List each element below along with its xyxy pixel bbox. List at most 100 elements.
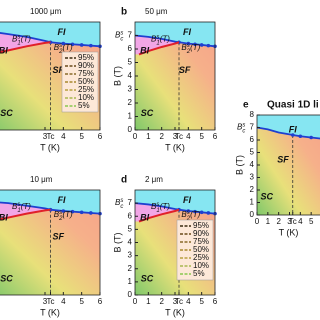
y-tick-label: 0: [250, 210, 255, 219]
region-label: SC: [0, 274, 13, 284]
x-axis-label: T (K): [165, 142, 185, 152]
x-tick-label: 0: [133, 132, 138, 141]
annotation-sub: 2: [186, 48, 191, 54]
region-label: BI: [140, 46, 149, 56]
legend-label: 95%: [78, 53, 94, 62]
fi-region: [135, 190, 215, 214]
x-tick-label: 2: [159, 132, 164, 141]
y-tick-label: 5: [128, 58, 133, 67]
bi-region: [0, 202, 51, 220]
annotation-sup: s: [17, 34, 20, 40]
fi-region: [0, 22, 100, 47]
y-tick-label: 1: [250, 198, 255, 207]
annotation-suffix: (T): [190, 210, 201, 219]
region-label: SC: [260, 191, 273, 201]
boundary-point: [89, 211, 93, 215]
y-tick-label: 6: [250, 135, 255, 144]
annotation-suffix: (T): [160, 34, 171, 43]
y-tick-label: 0: [128, 290, 133, 299]
annotation-sub: 1: [156, 207, 159, 213]
region-label: SF: [52, 232, 64, 242]
legend-label: 90%: [193, 229, 209, 238]
legend-label: 50%: [78, 77, 94, 86]
boundary-line: [0, 41, 51, 54]
x-tick-label: 2: [159, 297, 164, 306]
boundary-point: [89, 43, 93, 48]
region-label: SC: [141, 108, 154, 118]
annotation-sup: s: [120, 198, 123, 204]
annotation-sub: 1: [17, 40, 20, 46]
legend-label: 10%: [78, 93, 94, 102]
annotation-base: B: [12, 34, 18, 43]
annotation: Bs 2(T): [181, 210, 200, 222]
legend-label: 5%: [78, 101, 90, 110]
annotation-sub: 1: [156, 40, 159, 46]
y-tick-label: 4: [250, 160, 255, 169]
y-axis-label: B (T): [112, 66, 122, 86]
boundary-point: [199, 43, 204, 47]
y-tick-label: 7: [128, 198, 133, 207]
annotation-base: B: [237, 123, 243, 132]
fi-region: [0, 190, 100, 214]
annotation-base: B: [115, 31, 121, 40]
region-label: BI: [0, 46, 8, 56]
annotation: Bs 1(T): [12, 201, 31, 213]
y-tick-label: 0: [128, 125, 133, 134]
annotation-sub: 2: [58, 216, 63, 222]
legend-label: 75%: [193, 237, 209, 246]
annotation-base: B: [151, 202, 157, 211]
boundary-point: [206, 43, 211, 48]
y-tick-label: 1: [128, 112, 133, 121]
annotation-sup: s: [17, 201, 20, 207]
x-tick-label: Tc: [175, 297, 183, 306]
annotation-sup: s: [156, 34, 159, 40]
annotation-sup: s: [242, 122, 245, 128]
x-tick-label: 5: [79, 132, 84, 141]
annotation-suffix: (T): [62, 210, 73, 219]
annotation: Bs c: [237, 122, 245, 134]
x-tick-label: 5: [199, 297, 204, 306]
annotation-sub: 1: [17, 207, 20, 213]
boundary-line: [0, 201, 101, 215]
x-tick-label: 6: [98, 132, 103, 141]
annotation: Bs c: [115, 30, 123, 42]
boundary-point: [298, 134, 303, 139]
boundary-point: [79, 210, 84, 215]
annotation-base: B: [151, 34, 157, 43]
panel-label: e: [243, 100, 249, 111]
legend-label: 75%: [78, 69, 94, 78]
boundary-line: [138, 208, 180, 223]
bi-region: [0, 32, 51, 53]
legend-label: 10%: [193, 261, 209, 270]
x-tick-label: 1: [266, 217, 271, 226]
boundary-line: [138, 41, 180, 56]
boundary-point: [186, 209, 191, 213]
boundary-point: [309, 135, 313, 140]
region-label: FI: [183, 27, 191, 37]
boundary-point: [290, 133, 295, 137]
panel-label: d: [121, 175, 127, 186]
x-tick-label: 3: [287, 217, 292, 226]
annotation: Bs 1(T): [12, 34, 31, 46]
annotation-base: B: [181, 210, 187, 219]
region-label: SF: [277, 154, 289, 164]
x-axis-label: T (K): [165, 307, 185, 317]
region-label: FI: [289, 124, 297, 134]
boundary-point: [186, 41, 191, 46]
annotation-suffix: (T): [190, 43, 201, 52]
legend-label: 5%: [193, 269, 205, 278]
boundary-point: [79, 43, 84, 47]
boundary-point: [70, 42, 75, 47]
x-tick-label: 4: [186, 297, 191, 306]
x-tick-label: 3: [173, 297, 178, 306]
region-label: SC: [0, 108, 13, 118]
boundary-point: [193, 42, 197, 47]
y-tick-label: 2: [128, 264, 133, 273]
y-tick-label: 7: [250, 123, 255, 132]
x-tick-label: 4: [61, 132, 66, 141]
